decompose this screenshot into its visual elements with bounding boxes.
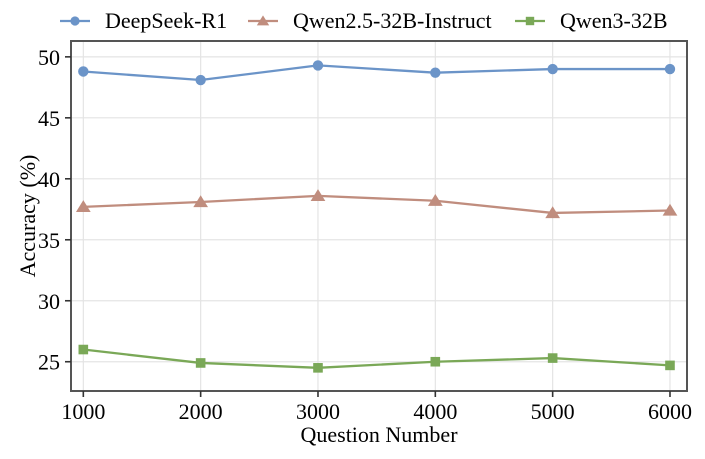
legend-label: Qwen3-32B [560,8,668,33]
svg-text:35: 35 [38,228,60,253]
svg-text:4000: 4000 [413,399,457,424]
legend-entry-qwen3-32b: Qwen3-32B [513,7,668,35]
y-axis-label: Accuracy (%) [15,154,40,278]
svg-text:5000: 5000 [531,399,575,424]
svg-text:50: 50 [38,45,60,70]
legend-square-marker-icon [515,16,545,26]
legend-label: Qwen2.5-32B-Instruct [293,8,492,33]
svg-text:25: 25 [38,350,60,375]
legend-entry-deepseek-r1: DeepSeek-R1 [58,7,227,35]
svg-text:2000: 2000 [179,399,223,424]
svg-text:3000: 3000 [296,399,340,424]
legend-label: DeepSeek-R1 [105,8,228,33]
legend-entry-qwen25-32b-instruct: Qwen2.5-32B-Instruct [246,7,492,35]
chart-legend: DeepSeek-R1 Qwen2.5-32B-Instruct Qwen3-3… [0,7,705,35]
svg-text:6000: 6000 [648,399,692,424]
legend-circle-marker-icon [60,16,90,26]
legend-triangle-marker-icon [248,15,278,26]
svg-text:1000: 1000 [61,399,105,424]
x-axis-label: Question Number [300,422,458,447]
svg-text:40: 40 [38,167,60,192]
svg-text:45: 45 [38,106,60,131]
svg-text:30: 30 [38,289,60,314]
